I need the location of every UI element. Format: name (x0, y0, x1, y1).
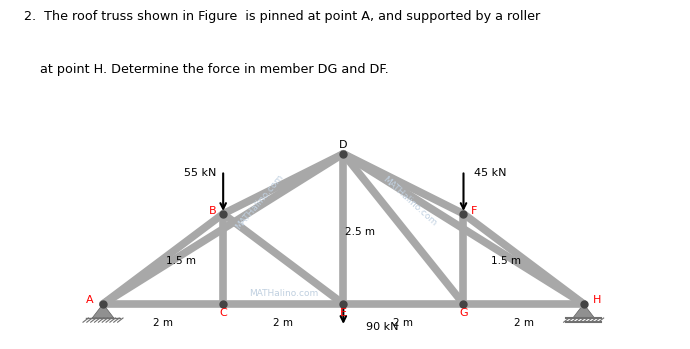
Text: 2.5 m: 2.5 m (345, 227, 375, 237)
Text: 90 kN: 90 kN (366, 322, 399, 332)
Text: F: F (471, 206, 477, 216)
Text: 2 m: 2 m (513, 318, 533, 328)
Text: G: G (459, 308, 468, 318)
Text: 2 m: 2 m (273, 318, 293, 328)
Text: 45 kN: 45 kN (474, 168, 506, 178)
Text: B: B (208, 206, 216, 216)
Text: 2 m: 2 m (393, 318, 413, 328)
Text: A: A (86, 295, 94, 305)
Text: 1.5 m: 1.5 m (491, 256, 520, 266)
Text: MATHalino.com: MATHalino.com (233, 172, 285, 231)
Text: MATHalino.com: MATHalino.com (381, 175, 438, 228)
Text: 1.5 m: 1.5 m (166, 256, 196, 266)
Text: E: E (340, 308, 347, 318)
Polygon shape (92, 304, 114, 318)
Text: at point H. Determine the force in member DG and DF.: at point H. Determine the force in membe… (24, 63, 389, 76)
Text: D: D (339, 140, 348, 150)
Text: C: C (219, 308, 227, 318)
Text: H: H (593, 295, 601, 305)
Text: 2 m: 2 m (153, 318, 173, 328)
Text: MATHalino.com: MATHalino.com (248, 289, 318, 298)
Polygon shape (573, 304, 595, 318)
Text: 2.  The roof truss shown in Figure  is pinned at point A, and supported by a rol: 2. The roof truss shown in Figure is pin… (24, 10, 540, 23)
Text: 55 kN: 55 kN (184, 168, 217, 178)
